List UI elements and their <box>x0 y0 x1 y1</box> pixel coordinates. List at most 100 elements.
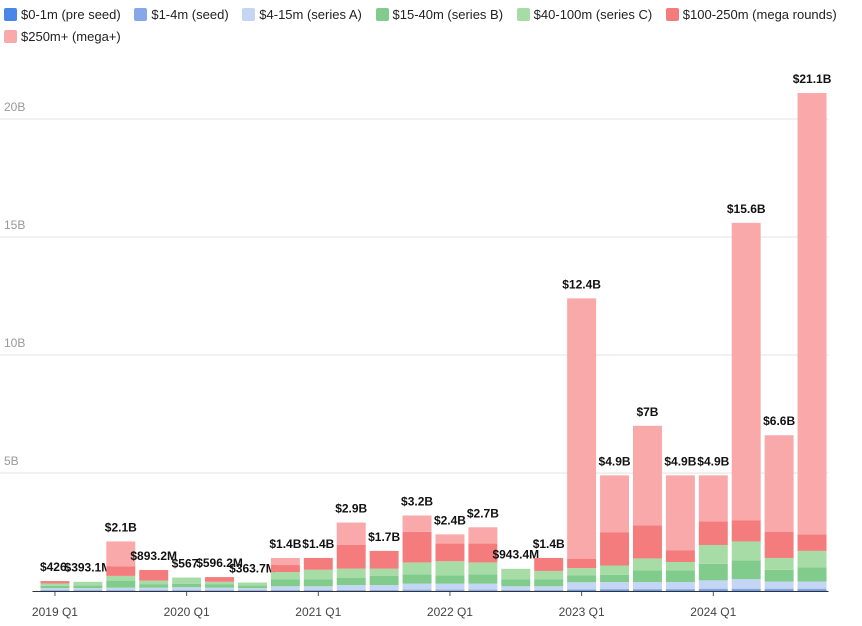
legend-label: $40-100m (series C) <box>533 7 653 22</box>
bar-segment <box>600 532 630 566</box>
total-label: $567. <box>172 557 202 571</box>
legend-swatch <box>665 8 679 21</box>
bar-segment <box>731 560 761 580</box>
bar-segment <box>501 589 531 591</box>
bar-segment <box>468 543 498 563</box>
bar-segment <box>402 589 432 591</box>
legend-label: $0-1m (pre seed) <box>21 7 121 22</box>
bar-segment <box>270 572 300 580</box>
bar-segment <box>632 582 662 590</box>
bar-segment <box>205 587 235 591</box>
y-tick-label: 10B <box>4 336 25 350</box>
bar-segment <box>139 580 169 585</box>
legend-swatch <box>134 8 148 21</box>
x-tick-label: 2024 Q1 <box>690 605 736 619</box>
legend-label: $250m+ (mega+) <box>21 29 121 44</box>
legend-item[interactable]: $15-40m (series B) <box>375 7 503 22</box>
bar-segment <box>139 569 169 581</box>
bar-segment <box>270 586 300 590</box>
total-label: $596.2M <box>196 556 243 570</box>
bar-segment <box>567 568 597 576</box>
bar-segment <box>797 588 827 591</box>
bar-segment <box>73 588 103 591</box>
bar-segment <box>764 435 794 532</box>
bar-segment <box>139 584 169 588</box>
bar-segment <box>797 534 827 551</box>
bar-segment <box>402 515 432 532</box>
bar-segment <box>237 585 267 589</box>
total-label: $893.2M <box>130 549 177 563</box>
legend: $0-1m (pre seed) $1-4m (seed) $4-15m (se… <box>4 4 854 48</box>
bar-segment <box>731 541 761 561</box>
bar-segment <box>731 520 761 542</box>
bar-segment <box>468 574 498 584</box>
bar-segment <box>797 550 827 568</box>
legend-item[interactable]: $1-4m (seed) <box>134 7 229 22</box>
bar-segment <box>73 585 103 589</box>
bar-segment <box>40 581 70 584</box>
bar-segment <box>172 583 202 588</box>
bar-segment <box>797 93 827 535</box>
bar-segment <box>40 588 70 591</box>
bar-segment <box>567 558 597 569</box>
bar-segment <box>237 582 267 586</box>
bar-segment <box>534 589 564 591</box>
bar-segment <box>270 589 300 591</box>
bar-segment <box>501 568 531 580</box>
total-label: $6.6B <box>763 414 795 428</box>
legend-item[interactable]: $40-100m (series C) <box>516 7 653 22</box>
bar-segment <box>534 586 564 590</box>
bar-segment <box>139 587 169 591</box>
legend-item[interactable]: $4-15m (series A) <box>242 7 362 22</box>
bar-segment <box>336 568 366 579</box>
bar-segment <box>369 589 399 591</box>
bar-segment <box>665 582 695 590</box>
bar-segment <box>139 590 169 591</box>
total-label: $15.6B <box>727 202 766 216</box>
total-label: $4.9B <box>697 454 729 468</box>
bar-segment <box>303 589 333 591</box>
bar-segment <box>600 574 630 583</box>
bar-segment <box>665 561 695 571</box>
bar-segment <box>468 527 498 544</box>
bar-segment <box>237 590 267 591</box>
bar-segment <box>698 544 728 564</box>
bar-segment <box>270 579 300 587</box>
total-label: $1.7B <box>368 530 400 544</box>
bar-segment <box>205 590 235 591</box>
bar-segment <box>764 581 794 589</box>
bar-segment <box>534 579 564 587</box>
bar-segment <box>435 589 465 591</box>
legend-item[interactable]: $100-250m (mega rounds) <box>665 7 837 22</box>
bar-segment <box>632 525 662 559</box>
bar-segment <box>435 583 465 590</box>
total-label: $1.4B <box>533 537 565 551</box>
bar-segment <box>106 587 136 591</box>
total-label: $4.9B <box>664 454 696 468</box>
legend-item[interactable]: $250m+ (mega+) <box>4 29 121 44</box>
bar-segment <box>369 575 399 586</box>
total-label: $7B <box>636 405 658 419</box>
total-label: $943.4M <box>492 548 539 562</box>
legend-swatch <box>242 8 256 21</box>
bar-segment <box>534 557 564 571</box>
bar-segment <box>435 534 465 544</box>
bar-segment <box>369 568 399 576</box>
bar-segment <box>731 588 761 591</box>
bar-segment <box>402 562 432 575</box>
legend-item[interactable]: $0-1m (pre seed) <box>4 7 121 22</box>
bar-segment <box>435 561 465 576</box>
x-tick-label: 2020 Q1 <box>164 605 210 619</box>
bar-segment <box>237 588 267 591</box>
bar-segment <box>468 562 498 575</box>
x-tick-label: 2021 Q1 <box>295 605 341 619</box>
bar-segment <box>698 580 728 589</box>
total-label: $363.7M <box>229 561 276 575</box>
total-label: $1.4B <box>269 537 301 551</box>
bar-segment <box>632 558 662 571</box>
bar-segment <box>665 570 695 583</box>
bar-segment <box>600 475 630 533</box>
y-tick-label: 15B <box>4 218 25 232</box>
bar-segment <box>567 575 597 583</box>
